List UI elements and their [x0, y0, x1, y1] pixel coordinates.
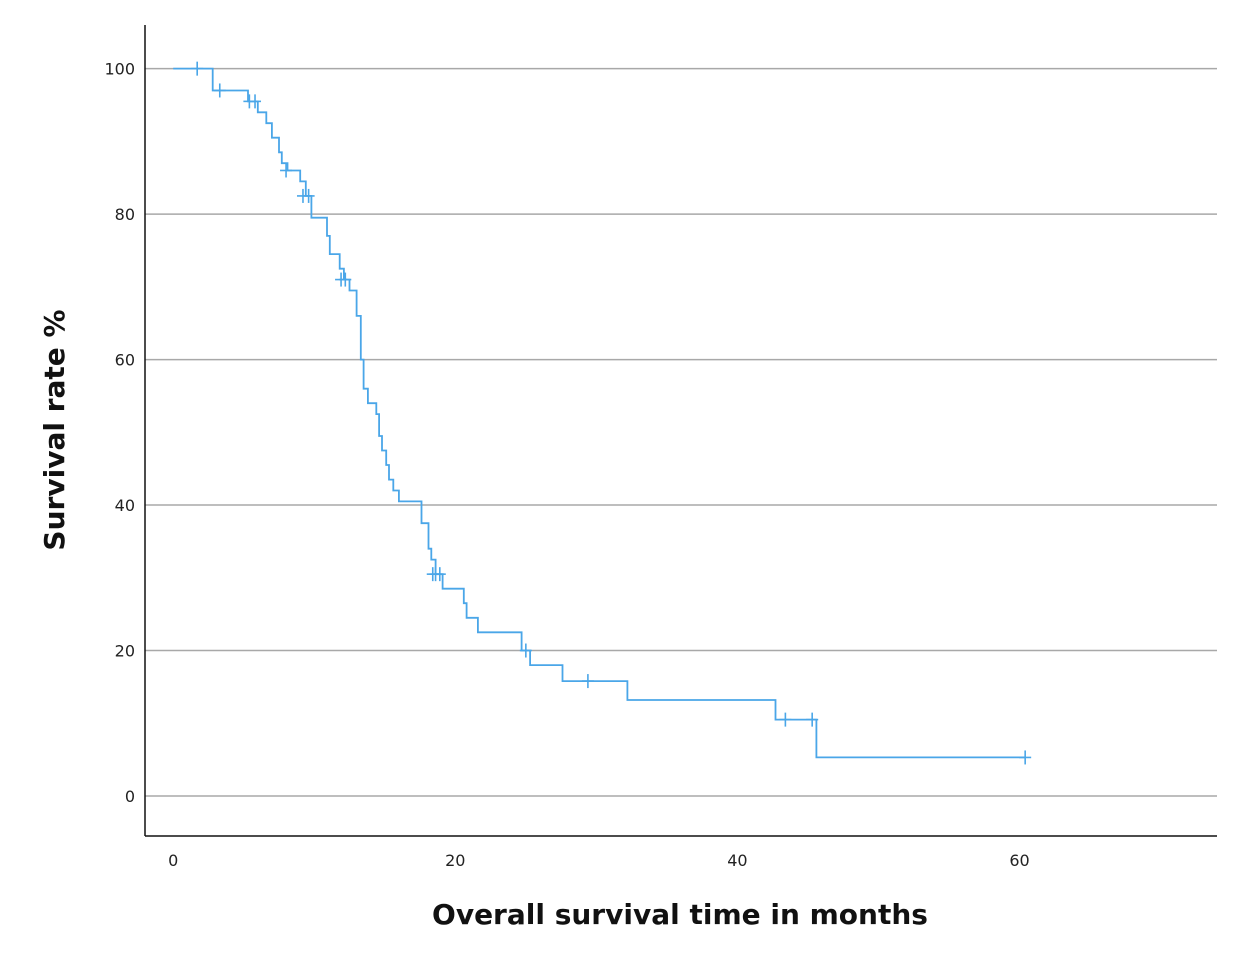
- x-tick-label-60: 60: [1009, 851, 1029, 870]
- y-tick-label-20: 20: [115, 642, 135, 661]
- y-tick-label-100: 100: [104, 60, 135, 79]
- censor-mark: [1019, 750, 1032, 765]
- y-tick-label-0: 0: [125, 787, 135, 806]
- censor-mark: [302, 188, 315, 203]
- y-tick-label-40: 40: [115, 496, 135, 515]
- censor-mark: [806, 712, 819, 727]
- censor-mark: [213, 83, 226, 98]
- censor-mark: [339, 272, 352, 287]
- censor-mark: [191, 61, 204, 76]
- censor-mark: [280, 163, 293, 178]
- censor-mark: [519, 643, 532, 658]
- axes: [144, 25, 1217, 837]
- survival-curve-1: [173, 67, 1026, 759]
- censor-marks: [191, 61, 1032, 765]
- censor-mark: [779, 712, 792, 727]
- censor-mark: [249, 94, 262, 109]
- series-layer: [173, 67, 1026, 759]
- y-tick-label-60: 60: [115, 351, 135, 370]
- x-tick-label-20: 20: [445, 851, 465, 870]
- x-axis-title: Overall survival time in months: [432, 898, 928, 931]
- gridlines: [145, 67, 1217, 797]
- censor-mark: [433, 567, 446, 582]
- x-tick-label-0: 0: [168, 851, 178, 870]
- tick-labels: 0 20 40 60 80 100 0 20 40 60: [104, 60, 1029, 870]
- x-tick-label-40: 40: [727, 851, 747, 870]
- y-tick-label-80: 80: [115, 205, 135, 224]
- censor-mark: [581, 674, 594, 689]
- y-axis-title: Survival rate %: [38, 309, 71, 550]
